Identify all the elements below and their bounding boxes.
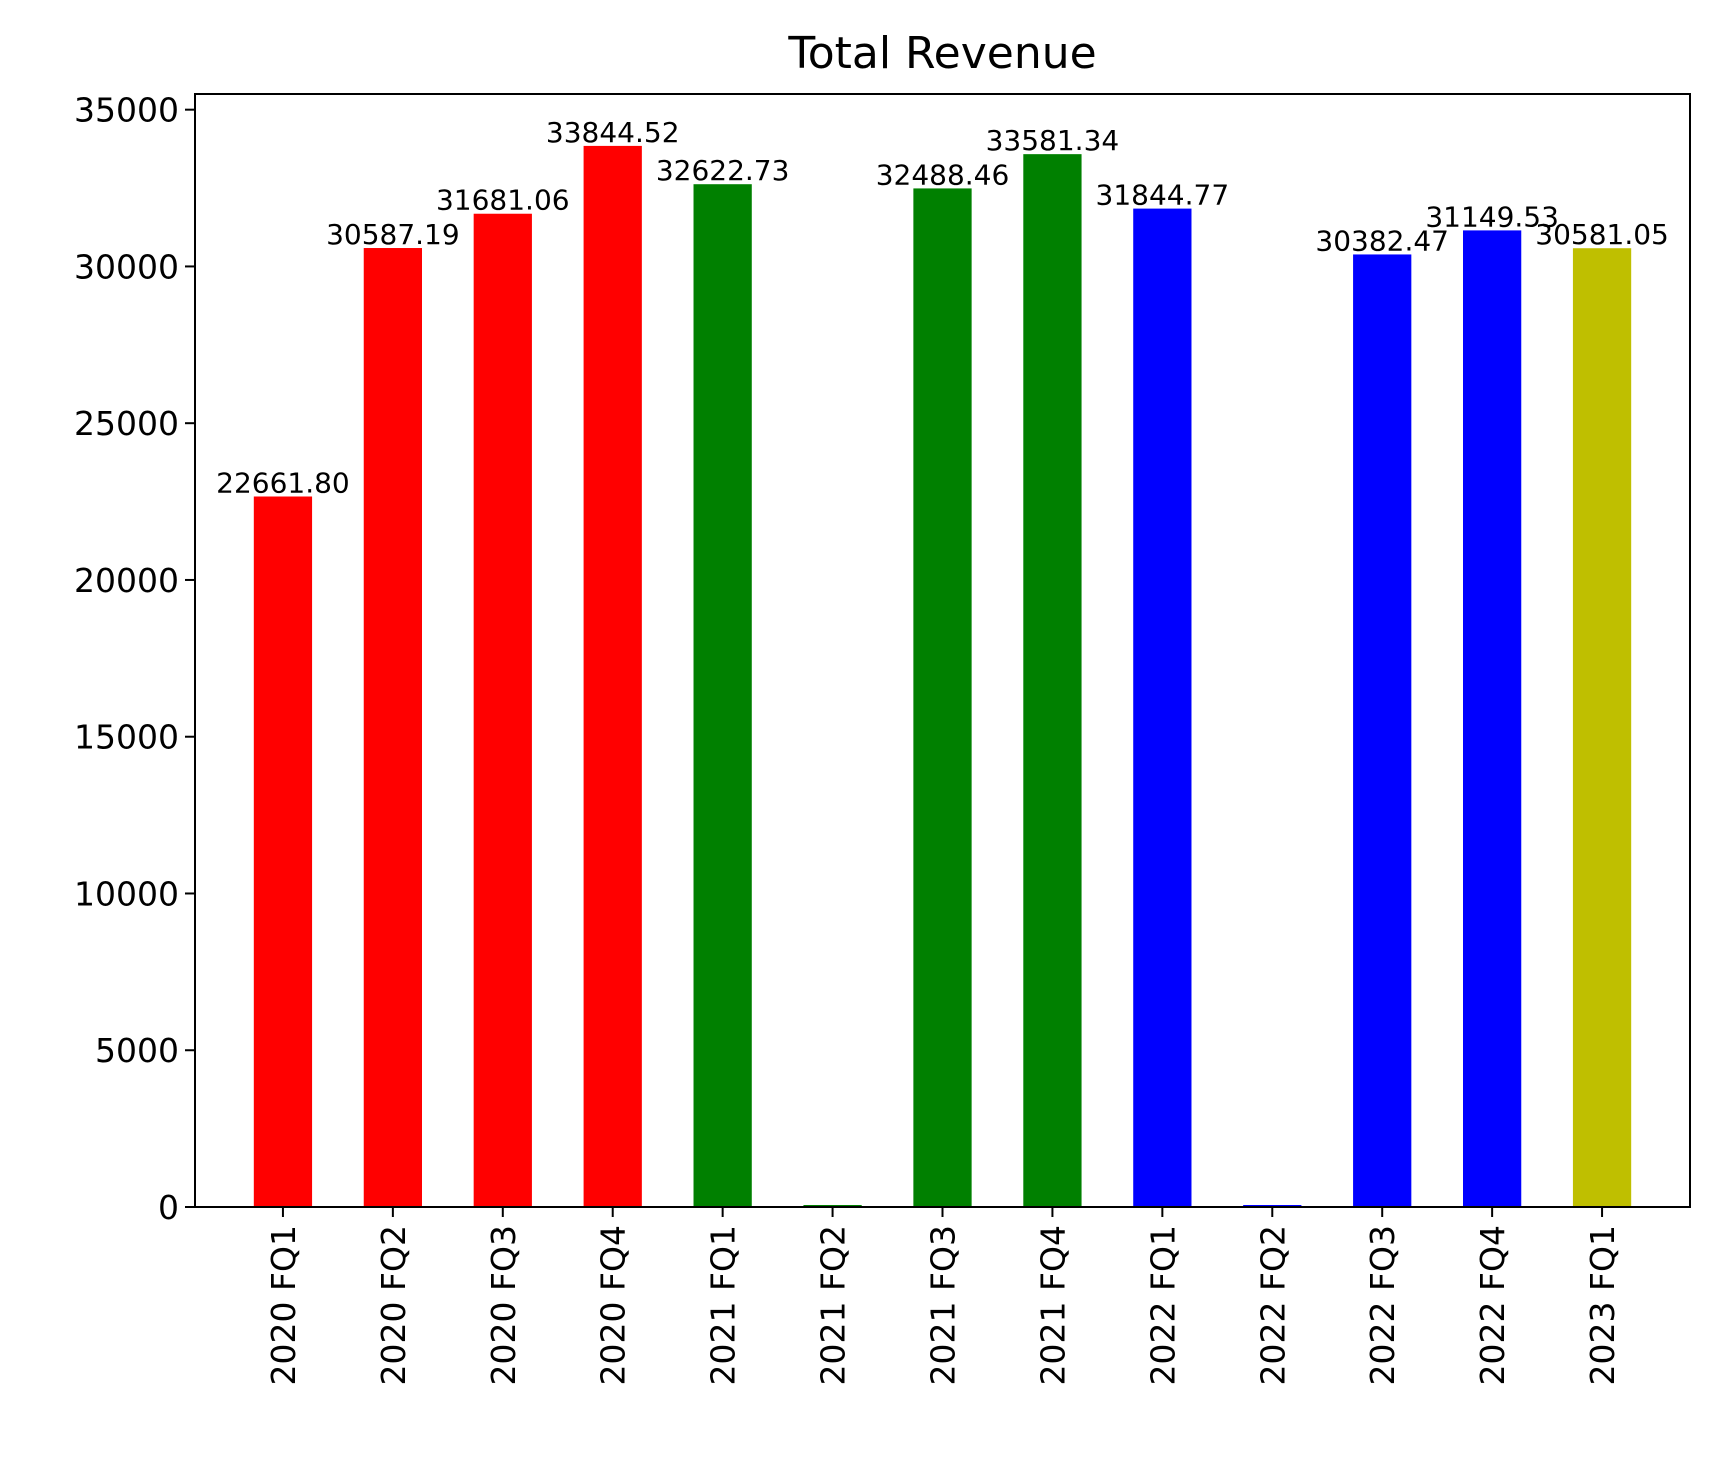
- x-tick-label: 2022 FQ3: [1363, 1225, 1402, 1385]
- y-tick-label: 35000: [74, 91, 179, 130]
- bar-value-label: 31681.06: [436, 184, 570, 217]
- x-tick-label: 2022 FQ1: [1143, 1225, 1182, 1385]
- bar-value-label: 30587.19: [326, 218, 460, 251]
- x-tick-label: 2022 FQ2: [1253, 1225, 1292, 1385]
- bar-value-label: 32488.46: [876, 158, 1010, 191]
- bar: [1353, 254, 1412, 1207]
- x-tick-label: 2021 FQ3: [924, 1225, 963, 1385]
- y-tick-label: 25000: [74, 404, 179, 443]
- bar: [583, 145, 642, 1207]
- chart-title: Total Revenue: [787, 28, 1096, 79]
- plot-frame: [194, 93, 1691, 1208]
- bar: [1572, 248, 1632, 1207]
- bar-value-label: 30382.47: [1315, 224, 1449, 257]
- bar-value-label: 32622.73: [656, 154, 790, 187]
- bar: [1023, 154, 1082, 1207]
- x-tick-label: 2023 FQ1: [1583, 1225, 1622, 1385]
- y-tick-label: 5000: [95, 1031, 179, 1070]
- x-axis: 2020 FQ1 2020 FQ2 2020 FQ3 2020 FQ4 2021 FQ1…: [264, 1207, 1622, 1385]
- bar-value-label: 33844.52: [546, 116, 680, 149]
- x-tick-label: 2021 FQ2: [814, 1225, 853, 1385]
- bar-value-label: 31149.53: [1425, 200, 1559, 233]
- bar: [473, 213, 532, 1208]
- bar-value-label: 22661.80: [216, 467, 350, 500]
- bar-value-label: 30581.05: [1535, 218, 1669, 251]
- bar: [363, 248, 422, 1207]
- x-tick-label: 2021 FQ4: [1033, 1225, 1072, 1385]
- bar: [1463, 230, 1522, 1207]
- bar: [913, 188, 972, 1207]
- bar: [1133, 208, 1192, 1207]
- y-tick-label: 10000: [74, 874, 179, 913]
- bar-value-label: 33581.34: [986, 124, 1120, 157]
- x-tick-label: 2021 FQ1: [704, 1225, 743, 1385]
- x-tick-label: 2020 FQ4: [594, 1225, 633, 1385]
- y-tick-label: 20000: [74, 561, 179, 600]
- y-tick-label: 15000: [74, 718, 179, 757]
- bars: [253, 145, 1632, 1208]
- y-tick-label: 0: [158, 1188, 179, 1227]
- y-axis: 0 5000 10000 15000 20000 25000 30000 35000: [74, 91, 195, 1227]
- y-tick-label: 30000: [74, 247, 179, 286]
- bar: [693, 184, 752, 1207]
- bar: [253, 496, 313, 1207]
- x-tick-label: 2020 FQ1: [264, 1225, 303, 1385]
- x-tick-label: 2020 FQ2: [374, 1225, 413, 1385]
- x-tick-label: 2020 FQ3: [484, 1225, 523, 1385]
- x-tick-label: 2022 FQ4: [1473, 1225, 1512, 1385]
- bar-value-label: 31844.77: [1096, 179, 1230, 212]
